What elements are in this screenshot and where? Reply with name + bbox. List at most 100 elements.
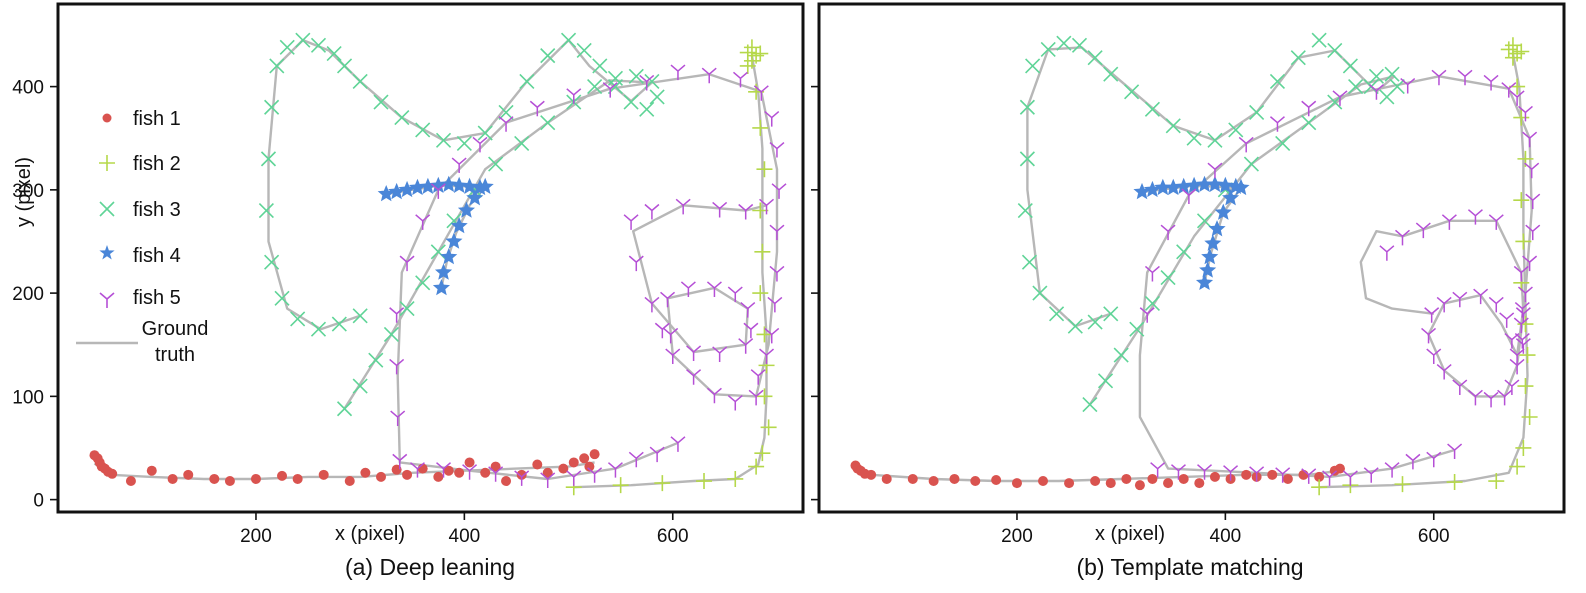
panel-b-fish-3-point-30 [1144, 101, 1160, 117]
panel-b-fish-1-point-17 [1121, 473, 1132, 484]
panel-a-fish-3-point-16 [628, 68, 644, 84]
panel-a-fish-5-point-13 [392, 453, 408, 470]
panel-b-fish-5-point-13 [1170, 464, 1186, 480]
panel-b-fish-2-point-7 [1513, 109, 1530, 126]
panel-b-fish-5-point-64 [1415, 222, 1431, 239]
panel-b-fish-5-point-46 [1452, 291, 1468, 308]
panel-a-xtick-label-400: 400 [449, 526, 481, 547]
panel-b-fish-4-point-2 [1143, 180, 1161, 198]
panel-b-fish-5-point-18 [1181, 188, 1197, 205]
panel-a-fish-5-point-18 [415, 214, 431, 230]
panel-a-fish-3-point-38 [295, 32, 311, 48]
panel-a-fish-5-point-7 [540, 472, 556, 488]
panel-b-fish-3-point-35 [1056, 35, 1072, 51]
panel-b-fish-2-point-14 [1517, 378, 1534, 395]
panel-a-fish-5-point-29 [732, 71, 748, 88]
panel-a-fish-5-point-49 [727, 286, 743, 303]
panel-b-fish-5-point-19 [1207, 162, 1223, 179]
panel-a-fish-4-point-7 [440, 175, 458, 192]
panel-a-fish-5-point-31 [764, 111, 780, 127]
panel-b-fish-3-point-14 [1348, 79, 1364, 95]
panel-a-series-fish-1 [89, 449, 600, 487]
panel-a-fish-3-point-43 [258, 202, 274, 219]
panel-a-fish-2-point-17 [754, 445, 771, 462]
panel-a-fish-3-point-19 [639, 101, 655, 117]
panel-b-fish-5-point-57 [1509, 358, 1525, 375]
panel-a-fish-4-point-12 [466, 189, 484, 206]
panel-b-markers [850, 32, 1541, 496]
panel-b-fish-4-point-7 [1195, 175, 1214, 192]
panel-a-fish-5-point-8 [514, 470, 530, 486]
panel-b-fish-3-point-26 [1228, 122, 1244, 138]
panel-a-ground-truth-line-2 [573, 55, 768, 489]
panel-a-fish-1-point-7 [107, 468, 118, 479]
panel-a-fish-5-point-4 [607, 462, 623, 478]
panel-a-fish-5-point-20 [451, 157, 467, 174]
panel-b-fish-5-point-24 [1368, 84, 1384, 100]
panel-b-fish-5-point-4 [1384, 462, 1400, 478]
panel-b-fish-1-point-12 [1011, 478, 1022, 489]
panel-b-fish-3-point-32 [1103, 66, 1119, 82]
panel-b-fish-1-point-8 [928, 476, 939, 487]
panel-b-ground-truth [855, 46, 1533, 489]
panel-b-fish-3-point-11 [1275, 135, 1291, 151]
panel-a-fish-2-point-18 [748, 458, 765, 475]
panel-a-fish-2-point-12 [752, 285, 769, 302]
panel-b-fish-5-point-50 [1426, 348, 1442, 365]
panel-b-fish-5-point-10 [1249, 466, 1265, 482]
panel-a-fish-5-point-19 [430, 183, 446, 199]
panel-b-fish-5-point-52 [1452, 379, 1468, 396]
panel-b-fish-5-point-42 [1504, 332, 1520, 349]
panel-a-fish-3-point-39 [279, 39, 295, 55]
panel-b-fish-1-point-32 [1334, 463, 1345, 474]
panel-a: 200 400 600 0 100 200 300 400 x (pixel) y (pixe… [12, 2, 805, 580]
panel-b-fish-3-point-4 [1129, 321, 1145, 337]
panel-a-ylabel: y (pixel) [13, 157, 35, 227]
panel-b-fish-2-point-3 [1509, 45, 1526, 62]
panel-a-fish-3-point-3 [368, 352, 384, 368]
panel-a-fish-1-point-8 [125, 476, 136, 487]
panel-b-series-fish-2 [1311, 37, 1538, 496]
panel-a-fish-5-point-37 [764, 327, 780, 344]
legend-label-fish-4: fish 4 [133, 245, 181, 267]
panel-a-fish-1-point-14 [250, 473, 261, 484]
panel-b-xtick-label-600: 600 [1418, 526, 1450, 547]
panel-b-fish-3-point-38 [1019, 99, 1035, 115]
panel-b-fish-5-point-20 [1238, 136, 1254, 153]
panel-a-fish-2-point-20 [696, 473, 713, 490]
panel-a-fish-5-point-39 [750, 369, 766, 385]
legend-marker-fish-3 [99, 201, 115, 217]
panel-b-fish-1-point-22 [1194, 478, 1205, 489]
panel-b-fish-5-point-55 [1497, 389, 1513, 406]
panel-b-series-fish-4 [1133, 175, 1250, 291]
panel-b-fish-3-point-31 [1124, 84, 1140, 100]
panel-a-series-fish-5 [389, 64, 787, 488]
panel-b-fish-4-point-12 [1222, 189, 1240, 206]
panel-b-xtick-label-400: 400 [1210, 526, 1242, 547]
panel-a-fish-2-point-9 [756, 161, 773, 178]
panel-a-fish-4-point-16 [440, 247, 458, 265]
panel-a-fish-3-point-34 [352, 73, 368, 90]
panel-b-fish-1-point-20 [1163, 478, 1174, 489]
panel-b-ground-truth-line-2 [1319, 53, 1529, 489]
panel-b-fish-2-point-22 [1311, 479, 1328, 496]
panel-a-fish-5-point-46 [660, 291, 676, 308]
panel-b-fish-2-point-10 [1515, 233, 1532, 250]
panel-b-fish-5-point-51 [1436, 363, 1452, 380]
panel-b-fish-5-point-1 [1447, 443, 1463, 460]
panel-b-fish-5-point-30 [1509, 90, 1525, 106]
panel-a-fish-5-point-2 [649, 446, 665, 463]
panel-b-fish-3-point-18 [1379, 89, 1395, 105]
panel-a-ground-truth [93, 38, 779, 489]
panel-a-fish-5-point-10 [462, 464, 478, 480]
panel-b-fish-4-point-9 [1216, 176, 1234, 193]
panel-a-ytick-label-300: 300 [12, 181, 44, 202]
panel-a-fish-1-point-30 [501, 476, 512, 487]
panel-b-fish-4-point-11 [1232, 178, 1250, 196]
panel-b-fish-3-point-45 [1087, 314, 1103, 330]
panel-a-fish-1-point-33 [542, 467, 553, 478]
panel-a-fish-4-point-18 [432, 278, 450, 296]
panel-b-fish-5-point-11 [1223, 465, 1239, 481]
panel-a-fish-3-point-30 [435, 132, 452, 148]
panel-a-fish-3-point-2 [352, 378, 368, 394]
